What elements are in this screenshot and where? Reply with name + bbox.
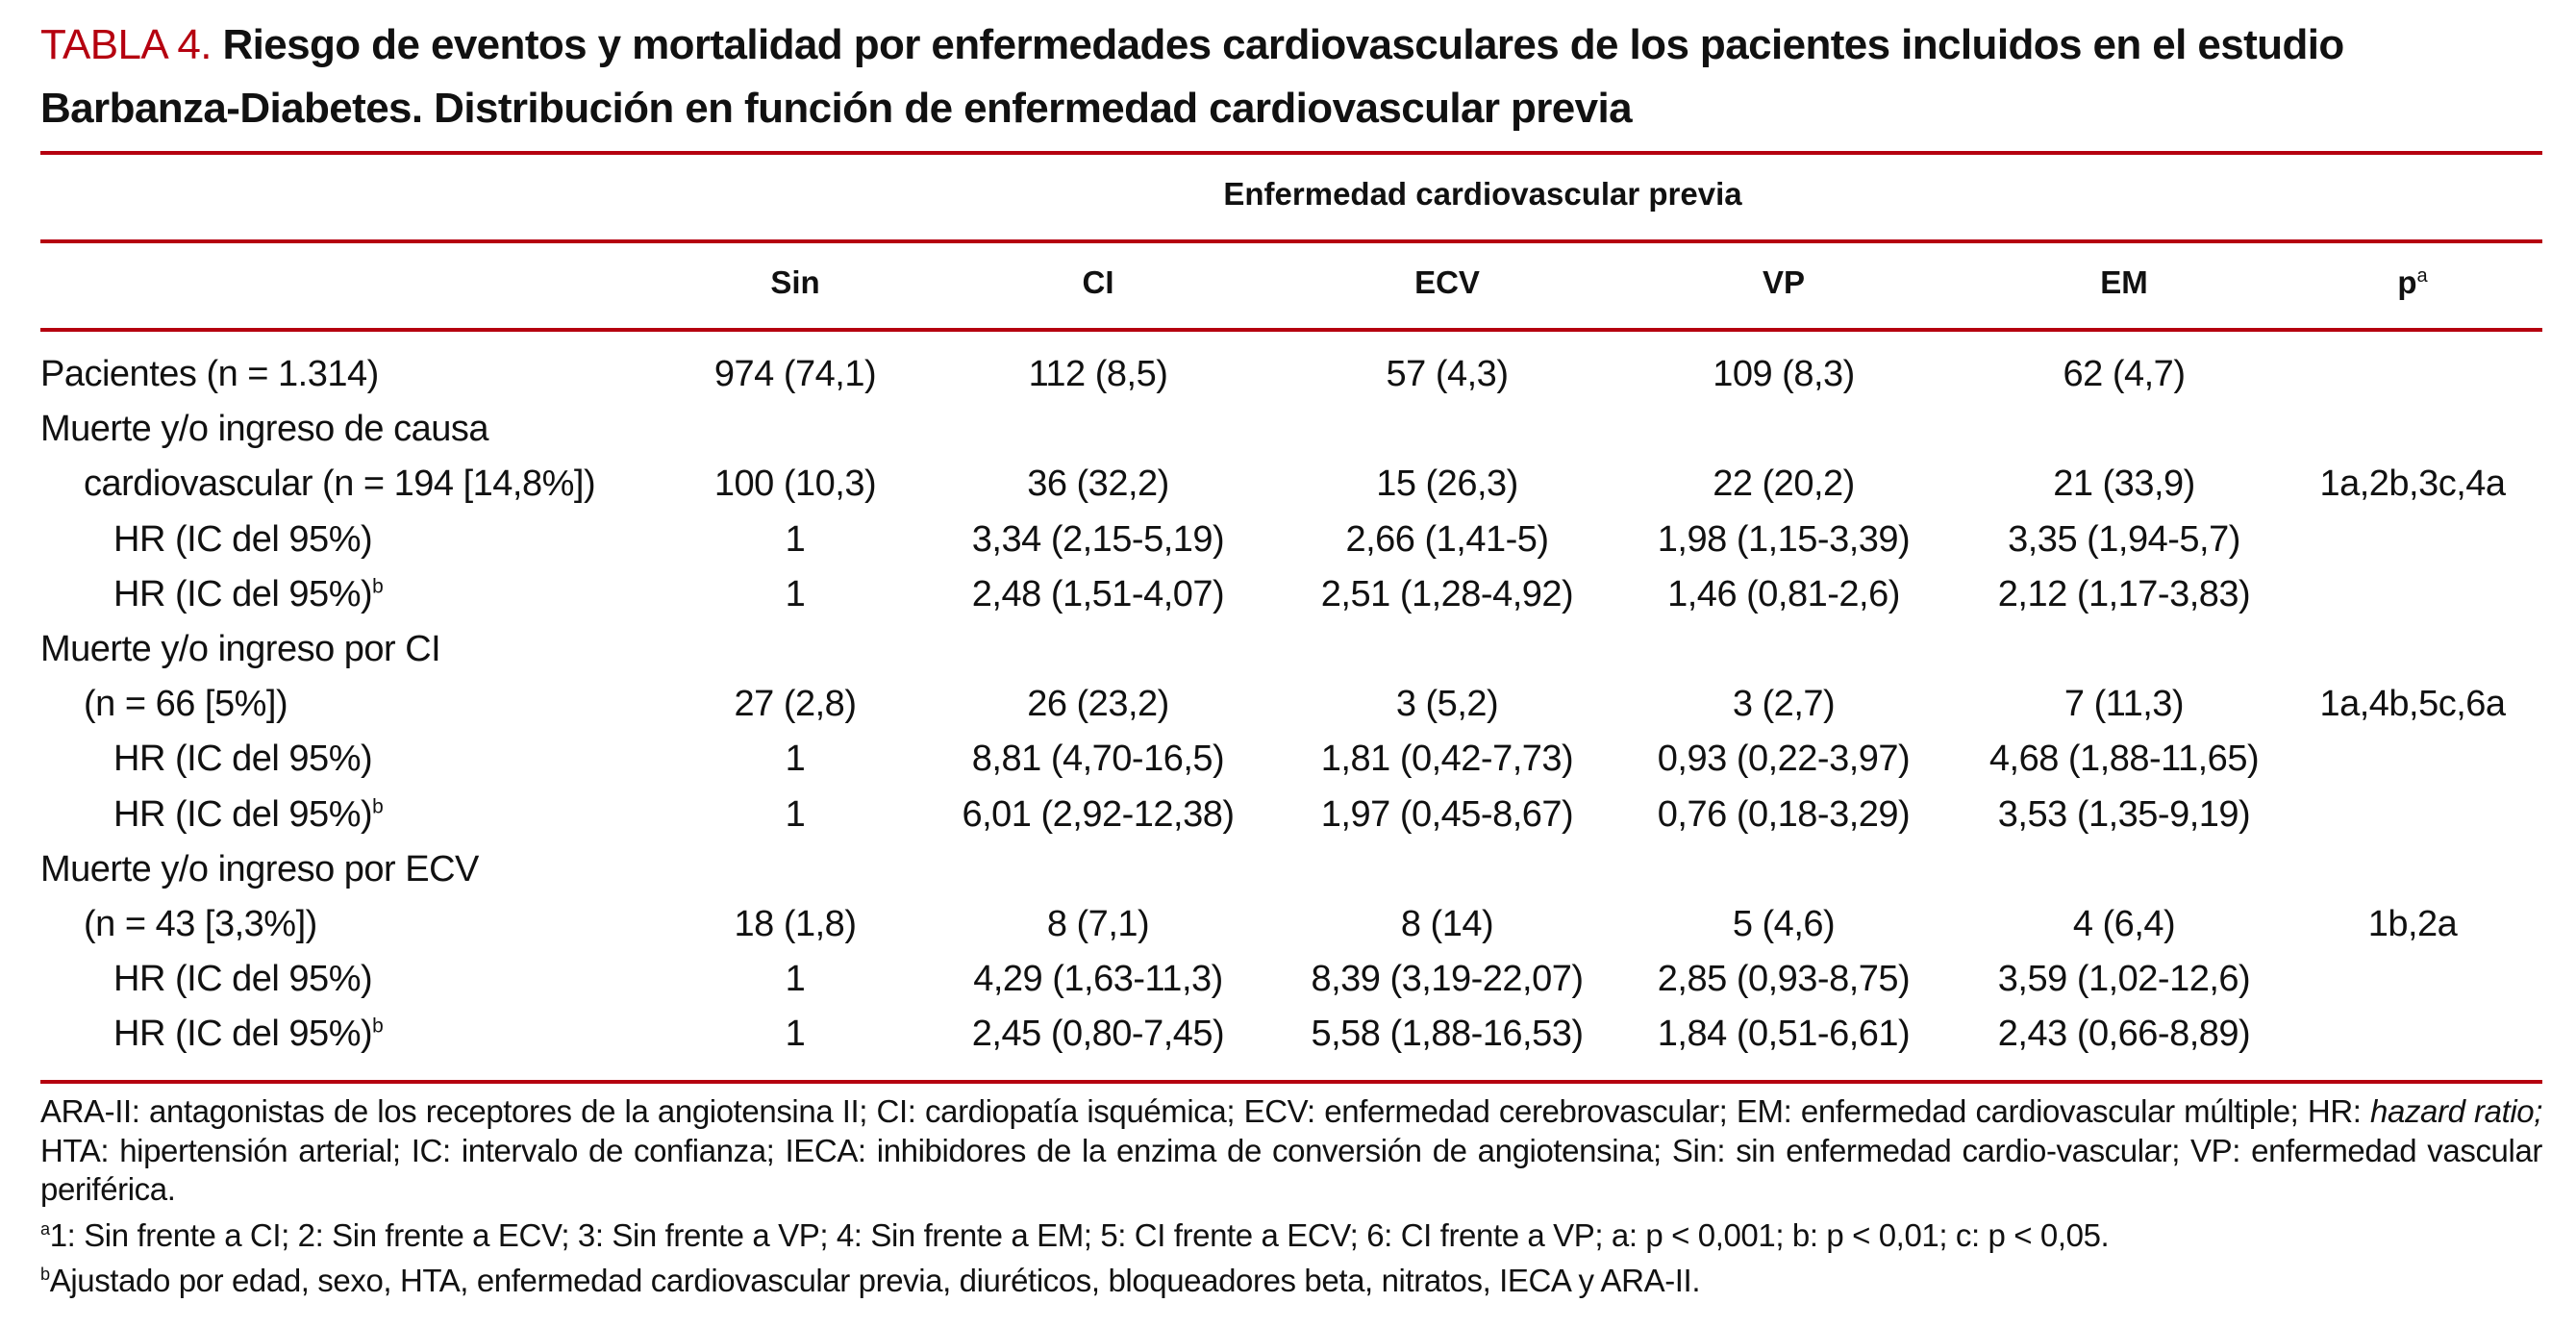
- cell-ecv: 8,39 (3,19-22,07): [1311, 959, 1584, 1000]
- cell-ecv: 2,66 (1,41-5): [1345, 518, 1549, 560]
- row-label: HR (IC del 95%): [113, 739, 373, 780]
- row-label: cardiovascular (n = 194 [14,8%]): [84, 464, 596, 505]
- cell-vp: 1,98 (1,15-3,39): [1657, 518, 1911, 560]
- header-rule: [40, 328, 2542, 332]
- table-row: (n = 66 [5%]) 27 (2,8) 26 (23,2) 3 (5,2) 3 (…: [0, 684, 2576, 739]
- top-rule: [40, 151, 2542, 155]
- cell-p: 1a,2b,3c,4a: [2319, 464, 2506, 505]
- cell-sin: 1: [785, 1014, 806, 1055]
- cell-sin: 18 (1,8): [734, 904, 857, 944]
- table-row: HR (IC del 95%) 1 3,34 (2,15-5,19) 2,66 (1,…: [0, 519, 2576, 574]
- cell-vp: 1,46 (0,81-2,6): [1667, 573, 1900, 614]
- cell-ci: 6,01 (2,92-12,38): [962, 793, 1235, 835]
- row-label: HR (IC del 95%): [113, 959, 373, 1000]
- cell-sin: 1: [785, 793, 806, 835]
- cell-ci: 36 (32,2): [1027, 464, 1169, 505]
- table-row: (n = 43 [3,3%]) 18 (1,8) 8 (7,1) 8 (14) 5 (4…: [0, 904, 2576, 959]
- cell-em: 2,43 (0,66-8,89): [1997, 1014, 2251, 1055]
- cell-ci: 8,81 (4,70-16,5): [971, 739, 1225, 780]
- table-row: HR (IC del 95%)b 1 2,48 (1,51-4,07) 2,51 (1…: [0, 574, 2576, 629]
- table-row: Muerte y/o ingreso por CI: [0, 629, 2576, 684]
- cell-vp: 1,84 (0,51-6,61): [1657, 1014, 1911, 1055]
- group-rule: [40, 239, 2542, 243]
- table-number: TABLA 4.: [40, 21, 212, 68]
- cell-vp: 0,76 (0,18-3,29): [1657, 793, 1911, 835]
- cell-em: 3,59 (1,02-12,6): [1997, 959, 2251, 1000]
- cell-ecv: 5,58 (1,88-16,53): [1311, 1014, 1584, 1055]
- table-row: cardiovascular (n = 194 [14,8%]) 100 (10,…: [0, 464, 2576, 518]
- bottom-rule: [40, 1080, 2542, 1084]
- row-label: (n = 43 [3,3%]): [84, 904, 317, 944]
- column-header-ecv: ECV: [1414, 264, 1480, 300]
- cell-sin: 1: [785, 573, 806, 614]
- abbreviations-note: ARA-II: antagonistas de los receptores d…: [40, 1093, 2543, 1207]
- cell-vp: 22 (20,2): [1713, 464, 1855, 505]
- group-header: Enfermedad cardiovascular previa: [1223, 176, 1742, 212]
- cell-sin: 1: [785, 518, 806, 560]
- table-caption: Riesgo de eventos y mortalidad por enfer…: [40, 21, 2344, 132]
- column-header-ci: CI: [1082, 264, 1114, 300]
- cell-vp: 3 (2,7): [1732, 684, 1836, 725]
- cell-em: 3,53 (1,35-9,19): [1997, 793, 2251, 835]
- cell-em: 4 (6,4): [2072, 904, 2176, 944]
- cell-em: 2,12 (1,17-3,83): [1997, 573, 2251, 614]
- row-label: Pacientes (n = 1.314): [40, 354, 379, 394]
- cell-vp: 109 (8,3): [1713, 354, 1855, 394]
- table-row: HR (IC del 95%)b 1 6,01 (2,92-12,38) 1,97 (…: [0, 794, 2576, 849]
- column-header-sin: Sin: [770, 264, 820, 300]
- cell-ci: 112 (8,5): [1028, 354, 1168, 394]
- table-row: HR (IC del 95%) 1 4,29 (1,63-11,3) 8,39 (3,…: [0, 959, 2576, 1014]
- cell-ecv: 3 (5,2): [1395, 684, 1499, 725]
- cell-sin: 974 (74,1): [713, 354, 877, 394]
- cell-em: 4,68 (1,88-11,65): [1988, 739, 2260, 780]
- table-row: Muerte y/o ingreso por ECV: [0, 849, 2576, 904]
- footnote-b: bAjustado por edad, sexo, HTA, enfermeda…: [40, 1263, 1701, 1298]
- row-label: HR (IC del 95%): [113, 518, 373, 560]
- cell-ci: 8 (7,1): [1046, 904, 1150, 944]
- cell-sin: 100 (10,3): [713, 464, 877, 505]
- cell-ci: 3,34 (2,15-5,19): [971, 518, 1225, 560]
- row-label: Muerte y/o ingreso por ECV: [40, 848, 479, 890]
- cell-em: 3,35 (1,94-5,7): [2008, 518, 2240, 560]
- table-row: HR (IC del 95%)b 1 2,45 (0,80-7,45) 5,58 (1…: [0, 1014, 2576, 1068]
- cell-vp: 2,85 (0,93-8,75): [1657, 959, 1911, 1000]
- cell-ecv: 1,81 (0,42-7,73): [1320, 739, 1574, 780]
- table-row: HR (IC del 95%) 1 8,81 (4,70-16,5) 1,81 (0,…: [0, 739, 2576, 793]
- cell-ci: 2,45 (0,80-7,45): [971, 1014, 1225, 1055]
- cell-sin: 27 (2,8): [734, 684, 857, 725]
- row-label: HR (IC del 95%)b: [113, 793, 384, 835]
- row-label: Muerte y/o ingreso por CI: [40, 629, 441, 669]
- cell-ecv: 2,51 (1,28-4,92): [1320, 573, 1574, 614]
- cell-vp: 0,93 (0,22-3,97): [1657, 739, 1911, 780]
- cell-ecv: 57 (4,3): [1386, 354, 1509, 394]
- column-header-em: EM: [2100, 264, 2148, 300]
- table-title: TABLA 4. Riesgo de eventos y mortalidad …: [40, 13, 2540, 140]
- footnotes: ARA-II: antagonistas de los receptores d…: [40, 1092, 2542, 1301]
- cell-p: 1a,4b,5c,6a: [2319, 684, 2506, 725]
- cell-ecv: 8 (14): [1400, 904, 1494, 944]
- row-label: (n = 66 [5%]): [84, 684, 288, 725]
- row-label: HR (IC del 95%)b: [113, 573, 384, 614]
- table-row: Pacientes (n = 1.314) 974 (74,1) 112 (8,5)…: [0, 354, 2576, 409]
- column-header-p: pa: [2397, 264, 2428, 300]
- cell-ci: 2,48 (1,51-4,07): [971, 573, 1225, 614]
- cell-em: 21 (33,9): [2053, 464, 2195, 505]
- footnote-a: a1: Sin frente a CI; 2: Sin frente a ECV…: [40, 1216, 2110, 1253]
- column-header-vp: VP: [1762, 264, 1806, 300]
- row-label: Muerte y/o ingreso de causa: [40, 409, 489, 450]
- row-label: HR (IC del 95%)b: [113, 1014, 384, 1055]
- cell-vp: 5 (4,6): [1732, 904, 1836, 944]
- cell-em: 7 (11,3): [2063, 684, 2185, 725]
- cell-ecv: 1,97 (0,45-8,67): [1320, 793, 1574, 835]
- cell-ci: 26 (23,2): [1027, 684, 1169, 725]
- table-row: Muerte y/o ingreso de causa: [0, 409, 2576, 464]
- cell-p: 1b,2a: [2367, 904, 2458, 944]
- cell-ecv: 15 (26,3): [1376, 464, 1518, 505]
- cell-sin: 1: [785, 959, 806, 1000]
- cell-ci: 4,29 (1,63-11,3): [973, 959, 1223, 1000]
- cell-sin: 1: [785, 739, 806, 780]
- cell-em: 62 (4,7): [2063, 354, 2186, 394]
